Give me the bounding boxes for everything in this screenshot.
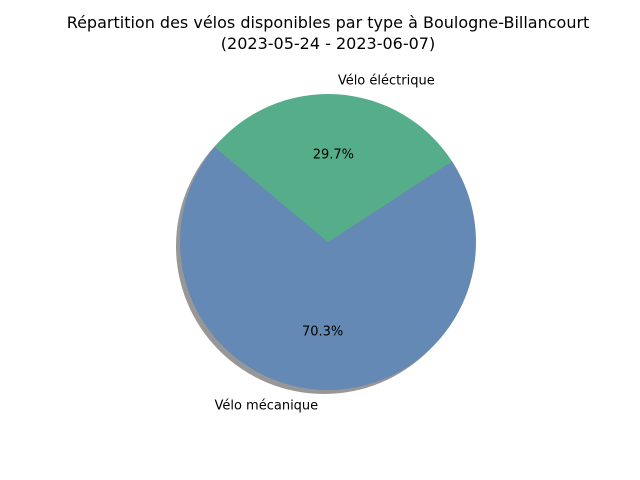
slice-label-0: Vélo mécanique xyxy=(214,399,318,414)
pie-slice-0 xyxy=(180,146,477,390)
slice-pct-label-0: 70.3% xyxy=(302,325,343,340)
chart-title: Répartition des vélos disponibles par ty… xyxy=(67,13,590,32)
pie-group: Vélo mécanique 70.3% Vélo éléctrique 29.7% xyxy=(176,73,477,414)
slice-label-1: Vélo éléctrique xyxy=(338,73,435,88)
slice-pct-label-1: 29.7% xyxy=(313,147,354,162)
pie-slice-1 xyxy=(214,93,453,242)
chart-subtitle: (2023-05-24 - 2023-06-07) xyxy=(221,34,435,53)
